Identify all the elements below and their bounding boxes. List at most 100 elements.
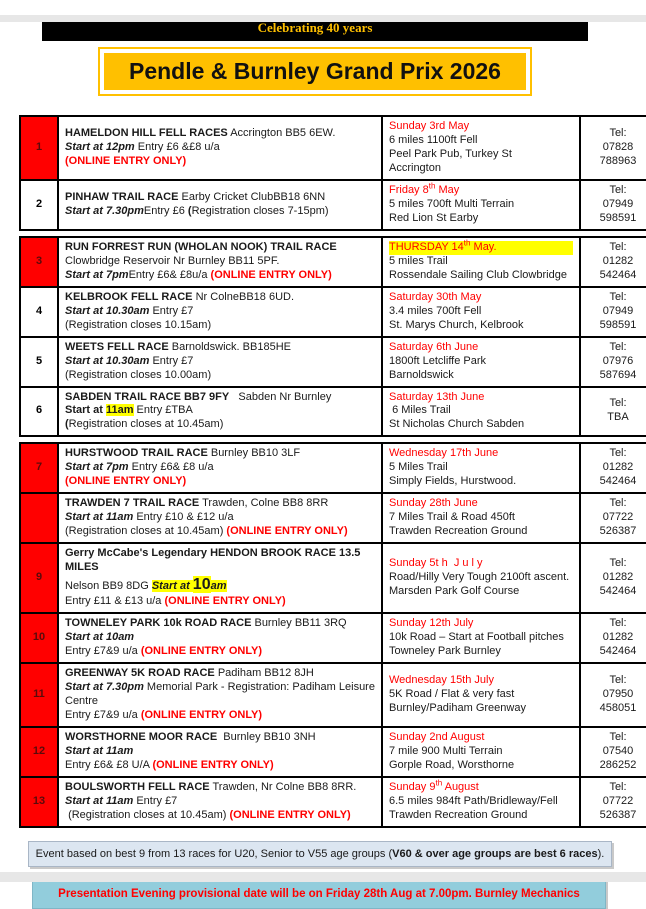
tel-label: Tel: xyxy=(609,674,627,687)
race-tel-cell: Tel: 07950 458051 xyxy=(579,662,646,729)
tel-label: Tel: xyxy=(609,340,627,353)
tel-label: Tel: xyxy=(609,617,627,630)
detail-line: Start at 11am xyxy=(65,745,134,758)
table-row: 12 WORSTHORNE MOOR RACE Burnley BB10 3NH S… xyxy=(19,726,646,779)
race-date-cell: Saturday 13th June 6 Miles Trail St Nicho… xyxy=(381,385,581,438)
detail-line: Start at 10am xyxy=(65,631,135,644)
race-date-cell: Saturday 6th June 1800ft Letcliffe Park Ba… xyxy=(381,335,581,388)
race-tel-cell: Tel: 07722 526387 xyxy=(579,492,646,545)
detail-line: Start at 10.30am Entry £7 xyxy=(65,304,194,317)
date-line: 5 miles 700ft Multi Terrain xyxy=(389,197,515,210)
race-date-cell: Sunday 28th June 7 Miles Trail & Road 450… xyxy=(381,492,581,545)
race-details-cell: GREENWAY 5K ROAD RACE Padiham BB12 8JH St… xyxy=(57,662,383,729)
race-number-cell: 6 xyxy=(19,385,59,438)
race-number-cell: 12 xyxy=(19,726,59,779)
race-date-cell: Wednesday 17th June 5 Miles Trail Simply F… xyxy=(381,442,581,495)
date-line: Sunday 2nd August xyxy=(389,731,485,744)
race-details-cell: SABDEN TRAIL RACE BB7 9FY Sabden Nr Burn… xyxy=(57,385,383,438)
tel-number: 07722 526387 xyxy=(599,795,637,822)
race-tel-cell: Tel: 07828 788963 xyxy=(579,115,646,181)
date-line: Wednesday 15th July xyxy=(389,674,494,687)
detail-line: SABDEN TRAIL RACE BB7 9FY Sabden Nr Burn… xyxy=(65,390,332,403)
date-line: 5 miles Trail xyxy=(389,254,448,267)
tel-label: Tel: xyxy=(609,497,627,510)
detail-line: (Registration closes at 10.45am) (ONLINE… xyxy=(65,525,348,538)
race-tel-cell: Tel: TBA xyxy=(579,385,646,438)
detail-line: WORSTHORNE MOOR RACE Burnley BB10 3NH xyxy=(65,731,316,744)
tel-label: Tel: xyxy=(609,126,627,139)
race-date-cell: Sunday 9th August 6.5 miles 984ft Path/Br… xyxy=(381,776,581,829)
tel-label: Tel: xyxy=(609,731,627,744)
detail-line: TRAWDEN 7 TRAIL RACE Trawden, Colne BB8 … xyxy=(65,497,329,510)
detail-line: BOULSWORTH FELL RACE Trawden, Nr Colne B… xyxy=(65,781,357,794)
date-line: 5K Road / Flat & very fast xyxy=(389,688,515,701)
table-row: 13 BOULSWORTH FELL RACE Trawden, Nr Colne… xyxy=(19,776,646,829)
tel-number: 01282 542464 xyxy=(599,571,637,598)
presentation-text: Presentation Evening provisional date wi… xyxy=(58,888,580,901)
tel-number: 07722 526387 xyxy=(599,511,637,538)
table-row: 3 RUN FORREST RUN (WHOLAN NOOK) TRAIL RAC… xyxy=(19,235,646,288)
detail-line: WEETS FELL RACE Barnoldswick. BB185HE xyxy=(65,340,291,353)
date-line: 7 Miles Trail & Road 450ft xyxy=(389,511,515,524)
race-details-cell: TOWNELEY PARK 10k ROAD RACE Burnley BB11… xyxy=(57,612,383,665)
age-note-text: ). xyxy=(597,848,605,861)
detail-line: Start at 7pm Entry £6& £8 u/a xyxy=(65,461,214,474)
date-line: 10k Road – Start at Football pitches xyxy=(389,631,564,644)
race-tel-cell: Tel: 01282 542464 xyxy=(579,442,646,495)
table-row: 2 PINHAW TRAIL RACE Earby Cricket ClubBB1… xyxy=(19,178,646,231)
race-details-cell: WEETS FELL RACE Barnoldswick. BB185HE Sta… xyxy=(57,335,383,388)
detail-line: TOWNELEY PARK 10k ROAD RACE Burnley BB11… xyxy=(65,617,347,630)
presentation-banner: Presentation Evening provisional date wi… xyxy=(32,879,606,909)
race-number-cell: 13 xyxy=(19,776,59,829)
race-details-cell: KELBROOK FELL RACE Nr ColneBB18 6UD. Star… xyxy=(57,285,383,338)
table-row: TRAWDEN 7 TRAIL RACE Trawden, Colne BB8 … xyxy=(19,492,646,545)
date-line: Sunday 28th June xyxy=(389,497,478,510)
detail-line: Entry £6& £8 U/A (ONLINE ENTRY ONLY) xyxy=(65,759,274,772)
tel-label: Tel: xyxy=(609,781,627,794)
date-line: Red Lion St Earby xyxy=(389,211,479,224)
race-table-section: 7 HURSTWOOD TRAIL RACE Burnley BB10 3LF St… xyxy=(19,442,646,829)
age-note-text: Event based on best 9 from 13 races for … xyxy=(35,848,393,861)
race-date-cell: Wednesday 15th July 5K Road / Flat & very… xyxy=(381,662,581,729)
detail-line: Start at 7pmEntry £6& £8u/a (ONLINE ENTR… xyxy=(65,268,332,281)
detail-line: (ONLINE ENTRY ONLY) xyxy=(65,154,187,167)
date-line: Saturday 30th May xyxy=(389,290,482,303)
tel-number: 07976 587694 xyxy=(599,354,637,381)
race-tel-cell: Tel: 07949 598591 xyxy=(579,285,646,338)
date-line: Saturday 6th June xyxy=(389,340,479,353)
tel-number: 07828 788963 xyxy=(599,140,637,167)
detail-line: (Registration closes at 10.45am) (ONLINE… xyxy=(65,809,351,822)
race-details-cell: Gerry McCabe's Legendary HENDON BROOK RA… xyxy=(57,542,383,615)
page-top-edge xyxy=(0,15,646,22)
date-line: Wednesday 17th June xyxy=(389,447,499,460)
detail-line: Start at 11am Entry £10 & £12 u/a xyxy=(65,511,234,524)
age-group-note: Event based on best 9 from 13 races for … xyxy=(28,841,612,868)
date-line: Saturday 13th June xyxy=(389,390,485,403)
detail-line: Start at 11am Entry £7 xyxy=(65,795,178,808)
date-line: Gorple Road, Worsthorne xyxy=(389,759,515,772)
detail-line: Start at 11am Entry £TBA xyxy=(65,404,193,417)
celebration-banner-text: Celebrating 40 years xyxy=(257,20,373,35)
race-tables: 1 HAMELDON HILL FELL RACES Accrington BB5… xyxy=(19,115,646,829)
detail-line: GREENWAY 5K ROAD RACE Padiham BB12 8JH xyxy=(65,667,314,680)
table-row: 4 KELBROOK FELL RACE Nr ColneBB18 6UD. Sta… xyxy=(19,285,646,338)
tel-number: 07950 458051 xyxy=(599,688,637,715)
date-line: 1800ft Letcliffe Park xyxy=(389,354,487,367)
table-row: 6 SABDEN TRAIL RACE BB7 9FY Sabden Nr Bur… xyxy=(19,385,646,438)
tel-label: Tel: xyxy=(609,240,627,253)
race-number-cell: 9 xyxy=(19,542,59,615)
date-line: Rossendale Sailing Club Clowbridge xyxy=(389,268,567,281)
date-line: Friday 8th May xyxy=(389,181,460,196)
tel-number: 07949 598591 xyxy=(599,304,637,331)
race-date-cell: Sunday 5t h J u l y Road/Hilly Very Tough… xyxy=(381,542,581,615)
date-line: THURSDAY 14th May. xyxy=(389,239,573,255)
detail-line: HURSTWOOD TRAIL RACE Burnley BB10 3LF xyxy=(65,447,301,460)
race-date-cell: Sunday 12th July 10k Road – Start at Foot… xyxy=(381,612,581,665)
detail-line: (Registration closes 10.15am) xyxy=(65,318,212,331)
race-tel-cell: Tel: 07949 598591 xyxy=(579,178,646,231)
date-line: 6 miles 1100ft Fell xyxy=(389,133,478,146)
tel-number: 01282 542464 xyxy=(599,461,637,488)
detail-line: PINHAW TRAIL RACE Earby Cricket ClubBB18… xyxy=(65,190,326,203)
race-table-section: 1 HAMELDON HILL FELL RACES Accrington BB5… xyxy=(19,115,646,231)
race-date-cell: THURSDAY 14th May. 5 miles Trail Rossendal… xyxy=(381,235,581,288)
